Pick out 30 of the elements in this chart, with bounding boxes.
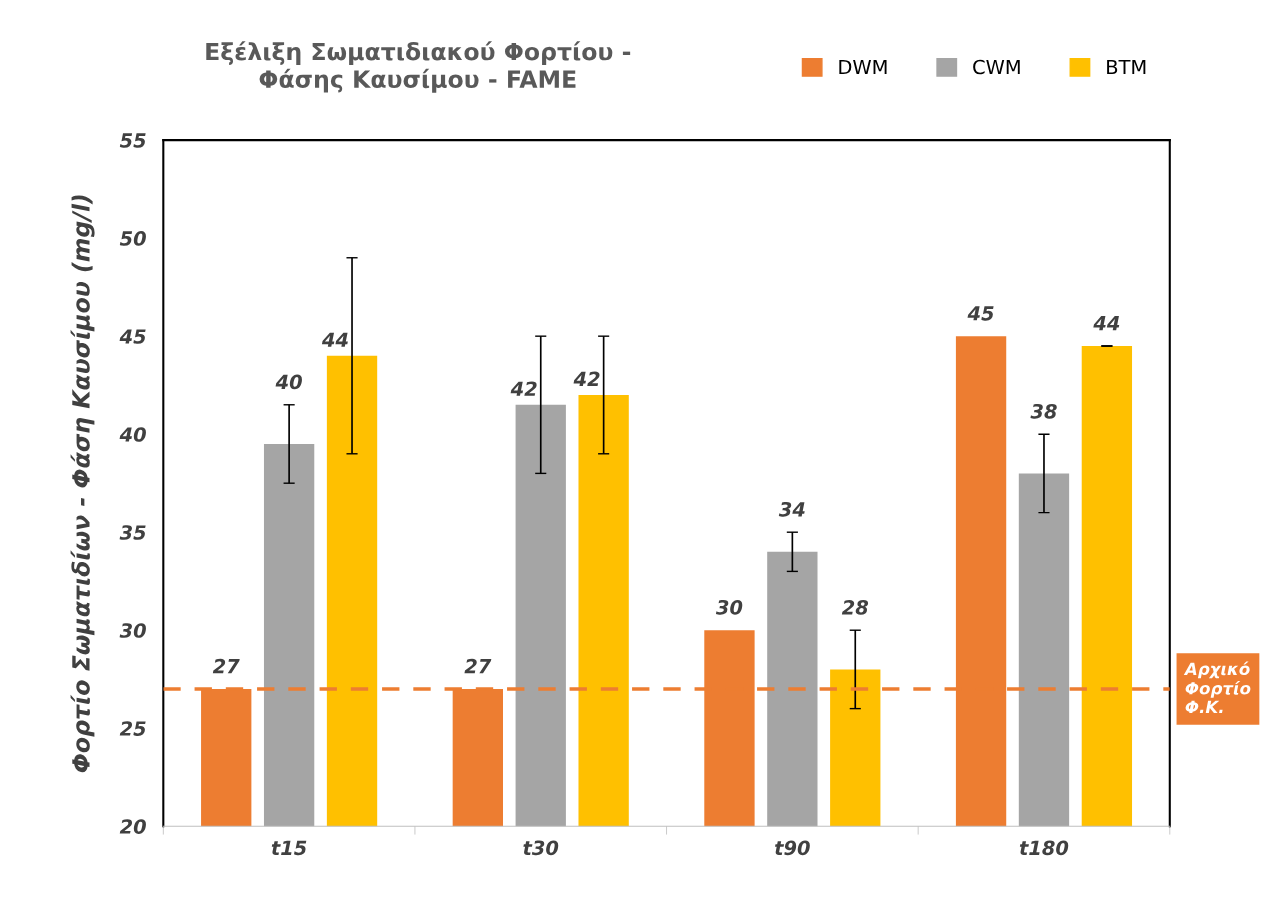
y-tick-label: 45 <box>119 329 146 344</box>
data-label: 42 <box>510 381 537 396</box>
data-label: 34 <box>778 501 805 517</box>
y-tick-label: 55 <box>119 133 146 148</box>
data-label: 44 <box>1093 315 1120 331</box>
data-label: 44 <box>321 332 348 347</box>
data-label: 42 <box>573 371 600 387</box>
chart-title: Εξέλιξη Σωματιδιακού Φορτίου - Φάσης Καυσίμου - FAME <box>206 41 631 93</box>
x-tick-label: t30 <box>523 840 559 856</box>
y-tick-label: 30 <box>119 623 146 638</box>
y-axis-title: Φορτίο Σωματιδίων - Φάση Καυσίμου (mg/l) <box>70 195 95 773</box>
data-label: 38 <box>1030 403 1057 419</box>
data-label: 40 <box>275 374 302 390</box>
data-label: 45 <box>967 306 994 321</box>
x-tick-label: t15 <box>271 840 307 856</box>
legend-label: DWM <box>839 59 887 75</box>
y-tick-label: 35 <box>119 525 146 540</box>
ref-line-label: Αρχικό Φορτίο Φ.Κ. <box>1183 661 1251 714</box>
y-tick-label: 25 <box>119 721 146 736</box>
x-tick-label: t90 <box>775 840 810 856</box>
data-label: 28 <box>841 599 869 615</box>
data-label: 30 <box>715 599 743 615</box>
y-tick-label: 50 <box>119 231 146 246</box>
x-tick-label: t180 <box>1019 840 1069 856</box>
y-tick-label: 40 <box>119 427 146 442</box>
data-label: 27 <box>212 658 240 674</box>
legend-label: BTM <box>1107 59 1146 75</box>
data-label: 27 <box>464 658 492 674</box>
legend-label: CWM <box>973 59 1020 75</box>
y-tick-label: 20 <box>119 819 146 834</box>
